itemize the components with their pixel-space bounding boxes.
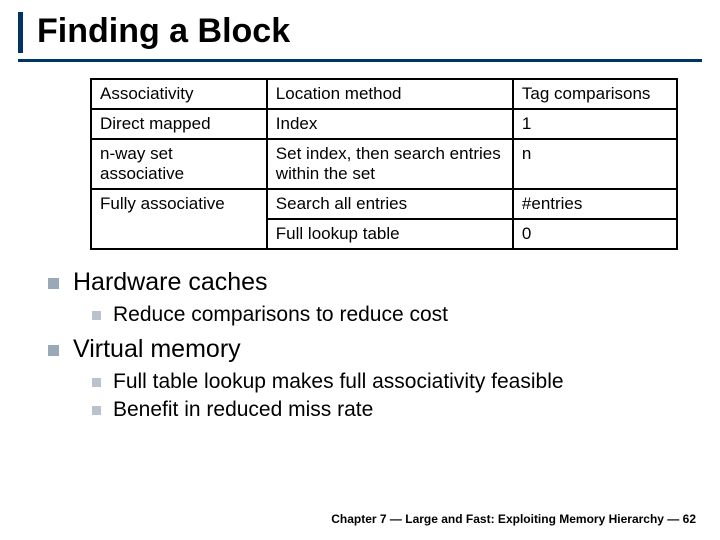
bullet-text: Hardware caches — [73, 268, 268, 297]
table-row: Direct mapped Index 1 — [91, 109, 677, 139]
table-cell: 0 — [513, 219, 677, 249]
bullet-square-icon — [48, 278, 59, 289]
table-cell: n-way set associative — [91, 139, 267, 189]
bullet-square-icon — [92, 311, 101, 320]
table-cell: n — [513, 139, 677, 189]
slide-title: Finding a Block — [37, 12, 702, 51]
bullet-l2: Full table lookup makes full associativi… — [92, 370, 702, 394]
table-header-cell: Associativity — [91, 79, 267, 109]
table-cell: 1 — [513, 109, 677, 139]
bullet-text: Virtual memory — [73, 335, 241, 364]
table-header-cell: Location method — [267, 79, 513, 109]
bullet-l1: Hardware caches — [48, 268, 702, 297]
bullet-l2: Benefit in reduced miss rate — [92, 398, 702, 422]
content: Hardware caches Reduce comparisons to re… — [48, 268, 702, 422]
bullet-text: Reduce comparisons to reduce cost — [113, 303, 448, 327]
table-cell: Search all entries — [267, 189, 513, 219]
table-row: Fully associative Search all entries #en… — [91, 189, 677, 219]
associativity-table: Associativity Location method Tag compar… — [90, 78, 678, 250]
table-cell: Fully associative — [91, 189, 267, 249]
table-cell: Direct mapped — [91, 109, 267, 139]
slide-footer: Chapter 7 — Large and Fast: Exploiting M… — [331, 512, 696, 526]
table-row: n-way set associative Set index, then se… — [91, 139, 677, 189]
table-wrap: Associativity Location method Tag compar… — [90, 78, 678, 250]
bullet-text: Full table lookup makes full associativi… — [113, 370, 564, 394]
title-rule — [18, 59, 702, 62]
bullet-square-icon — [92, 378, 101, 387]
table-header-row: Associativity Location method Tag compar… — [91, 79, 677, 109]
bullet-l1: Virtual memory — [48, 335, 702, 364]
table-cell: Set index, then search entries within th… — [267, 139, 513, 189]
title-wrap: Finding a Block — [18, 12, 702, 53]
slide: Finding a Block Associativity Location m… — [0, 0, 720, 540]
bullet-text: Benefit in reduced miss rate — [113, 398, 373, 422]
table-header-cell: Tag comparisons — [513, 79, 677, 109]
bullet-square-icon — [92, 406, 101, 415]
table-cell: #entries — [513, 189, 677, 219]
table-cell: Index — [267, 109, 513, 139]
bullet-l2: Reduce comparisons to reduce cost — [92, 303, 702, 327]
table-cell: Full lookup table — [267, 219, 513, 249]
bullet-square-icon — [48, 345, 59, 356]
